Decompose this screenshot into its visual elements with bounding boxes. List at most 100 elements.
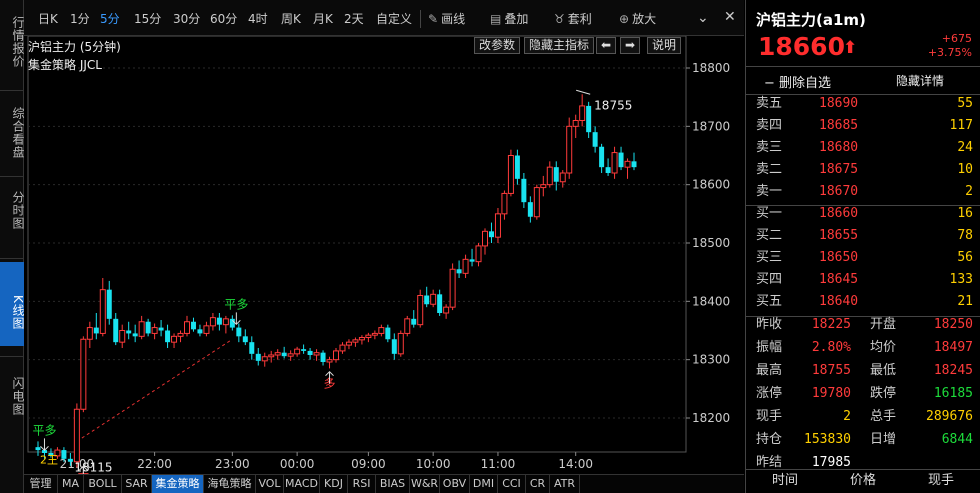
candle-body[interactable] xyxy=(494,213,501,238)
candle-body[interactable] xyxy=(365,334,372,338)
indicator-tab[interactable]: RSI xyxy=(348,475,376,493)
nav-overview[interactable]: 综合看盘 xyxy=(11,107,25,159)
candle-body[interactable] xyxy=(184,321,190,334)
candle-body[interactable] xyxy=(424,295,430,305)
period-weekly[interactable]: 周K xyxy=(281,12,301,26)
candle-body[interactable] xyxy=(190,321,196,330)
indicator-tab[interactable]: W&R xyxy=(410,475,440,493)
nav-quotes[interactable]: 行情报价 xyxy=(11,16,25,68)
indicator-tab[interactable]: 管理 xyxy=(24,475,58,493)
candle-body[interactable] xyxy=(521,178,527,203)
candle-body[interactable] xyxy=(294,348,301,355)
candle-body[interactable] xyxy=(67,458,73,462)
candle-body[interactable] xyxy=(437,294,443,313)
candle-body[interactable] xyxy=(61,450,67,459)
candle-body[interactable] xyxy=(352,339,359,343)
candle-body[interactable] xyxy=(151,327,158,334)
candle-body[interactable] xyxy=(449,268,456,308)
candle-body[interactable] xyxy=(138,321,145,337)
candle-body[interactable] xyxy=(371,332,378,336)
indicator-tab[interactable]: KDJ xyxy=(320,475,348,493)
candle-body[interactable] xyxy=(326,359,333,363)
candle-body[interactable] xyxy=(313,352,320,356)
period-15m[interactable]: 15分 xyxy=(134,12,162,26)
candle-body[interactable] xyxy=(385,327,391,340)
candle-body[interactable] xyxy=(579,105,586,121)
candle-body[interactable] xyxy=(507,155,514,194)
candle-body[interactable] xyxy=(411,318,417,325)
candle-body[interactable] xyxy=(41,450,47,453)
candle-body[interactable] xyxy=(80,338,87,410)
candle-body[interactable] xyxy=(255,353,261,361)
candle-body[interactable] xyxy=(469,259,475,262)
zoom-button[interactable]: ⊕ 放大 xyxy=(619,10,656,28)
ask-row[interactable]: 卖四 18685 117 xyxy=(746,115,980,137)
candle-body[interactable] xyxy=(145,321,151,334)
period-60m[interactable]: 60分 xyxy=(210,12,238,26)
kline-chart[interactable]: 1820018300184001850018600187001880021:00… xyxy=(24,36,744,474)
trade-tab[interactable]: 现手 xyxy=(927,473,954,488)
candle-body[interactable] xyxy=(631,161,637,168)
candle-body[interactable] xyxy=(287,353,294,357)
candle-body[interactable] xyxy=(307,350,313,355)
candle-body[interactable] xyxy=(391,339,397,354)
candle-body[interactable] xyxy=(553,167,559,182)
indicator-tab[interactable]: ATR xyxy=(550,475,580,493)
candle-body[interactable] xyxy=(611,152,618,174)
draw-line-button[interactable]: ✎ 画线 xyxy=(428,10,465,28)
overlay-button[interactable]: ▤ 叠加 xyxy=(490,10,528,28)
candle-body[interactable] xyxy=(209,317,216,327)
candle-body[interactable] xyxy=(546,166,553,186)
indicator-tab[interactable]: VOL xyxy=(256,475,284,493)
candle-body[interactable] xyxy=(48,453,54,456)
candle-body[interactable] xyxy=(475,245,482,263)
ask-row[interactable]: 卖一 18670 2 xyxy=(746,181,980,203)
candle-body[interactable] xyxy=(126,330,132,334)
indicator-tab[interactable]: MACD xyxy=(284,475,320,493)
candle-body[interactable] xyxy=(216,317,222,325)
hide-main-indicator-button[interactable]: 隐藏主指标 xyxy=(524,37,595,54)
candle-body[interactable] xyxy=(106,289,112,319)
candle-body[interactable] xyxy=(488,231,494,238)
change-params-button[interactable]: 改参数 xyxy=(474,37,521,54)
candle-body[interactable] xyxy=(527,202,533,217)
scroll-left-button[interactable]: ⬅ xyxy=(596,37,617,54)
candle-body[interactable] xyxy=(345,341,352,346)
indicator-tab[interactable]: MA xyxy=(58,475,84,493)
candle-body[interactable] xyxy=(93,327,99,334)
candle-body[interactable] xyxy=(274,352,281,356)
period-custom[interactable]: 自定义 xyxy=(376,12,413,26)
indicator-tab[interactable]: 海龟策略 xyxy=(204,475,256,493)
candle-body[interactable] xyxy=(462,258,469,274)
candle-body[interactable] xyxy=(229,318,235,328)
bid-row[interactable]: 买一 18660 16 xyxy=(746,203,980,225)
candle-body[interactable] xyxy=(586,105,592,133)
close-icon[interactable]: ✕ xyxy=(724,9,736,25)
candle-body[interactable] xyxy=(281,352,287,357)
candle-body[interactable] xyxy=(236,327,242,337)
trade-tab[interactable]: 价格 xyxy=(849,473,876,488)
nav-timeshare[interactable]: 分时图 xyxy=(11,190,25,230)
candle-body[interactable] xyxy=(222,318,229,326)
bid-row[interactable]: 买三 18650 56 xyxy=(746,247,980,269)
candle-body[interactable] xyxy=(249,342,255,354)
candle-body[interactable] xyxy=(203,325,210,334)
candle-body[interactable] xyxy=(533,187,540,218)
candle-body[interactable] xyxy=(320,352,326,362)
ask-row[interactable]: 卖五 18690 55 xyxy=(746,93,980,115)
bid-row[interactable]: 买四 18645 133 xyxy=(746,269,980,291)
indicator-tab[interactable]: OBV xyxy=(440,475,470,493)
period-2day[interactable]: 2天 xyxy=(344,12,364,26)
candle-body[interactable] xyxy=(333,350,339,361)
candle-body[interactable] xyxy=(624,160,631,168)
candle-body[interactable] xyxy=(501,192,508,215)
candle-body[interactable] xyxy=(54,449,61,457)
arbitrage-button[interactable]: ♉ 套利 xyxy=(554,10,592,28)
candle-body[interactable] xyxy=(171,335,178,343)
candle-body[interactable] xyxy=(618,152,624,168)
indicator-tab[interactable]: BOLL xyxy=(84,475,122,493)
candle-body[interactable] xyxy=(559,172,566,183)
candle-body[interactable] xyxy=(417,295,424,326)
remove-watchlist-button[interactable]: − 删除自选 xyxy=(764,72,831,91)
candle-body[interactable] xyxy=(197,329,203,334)
